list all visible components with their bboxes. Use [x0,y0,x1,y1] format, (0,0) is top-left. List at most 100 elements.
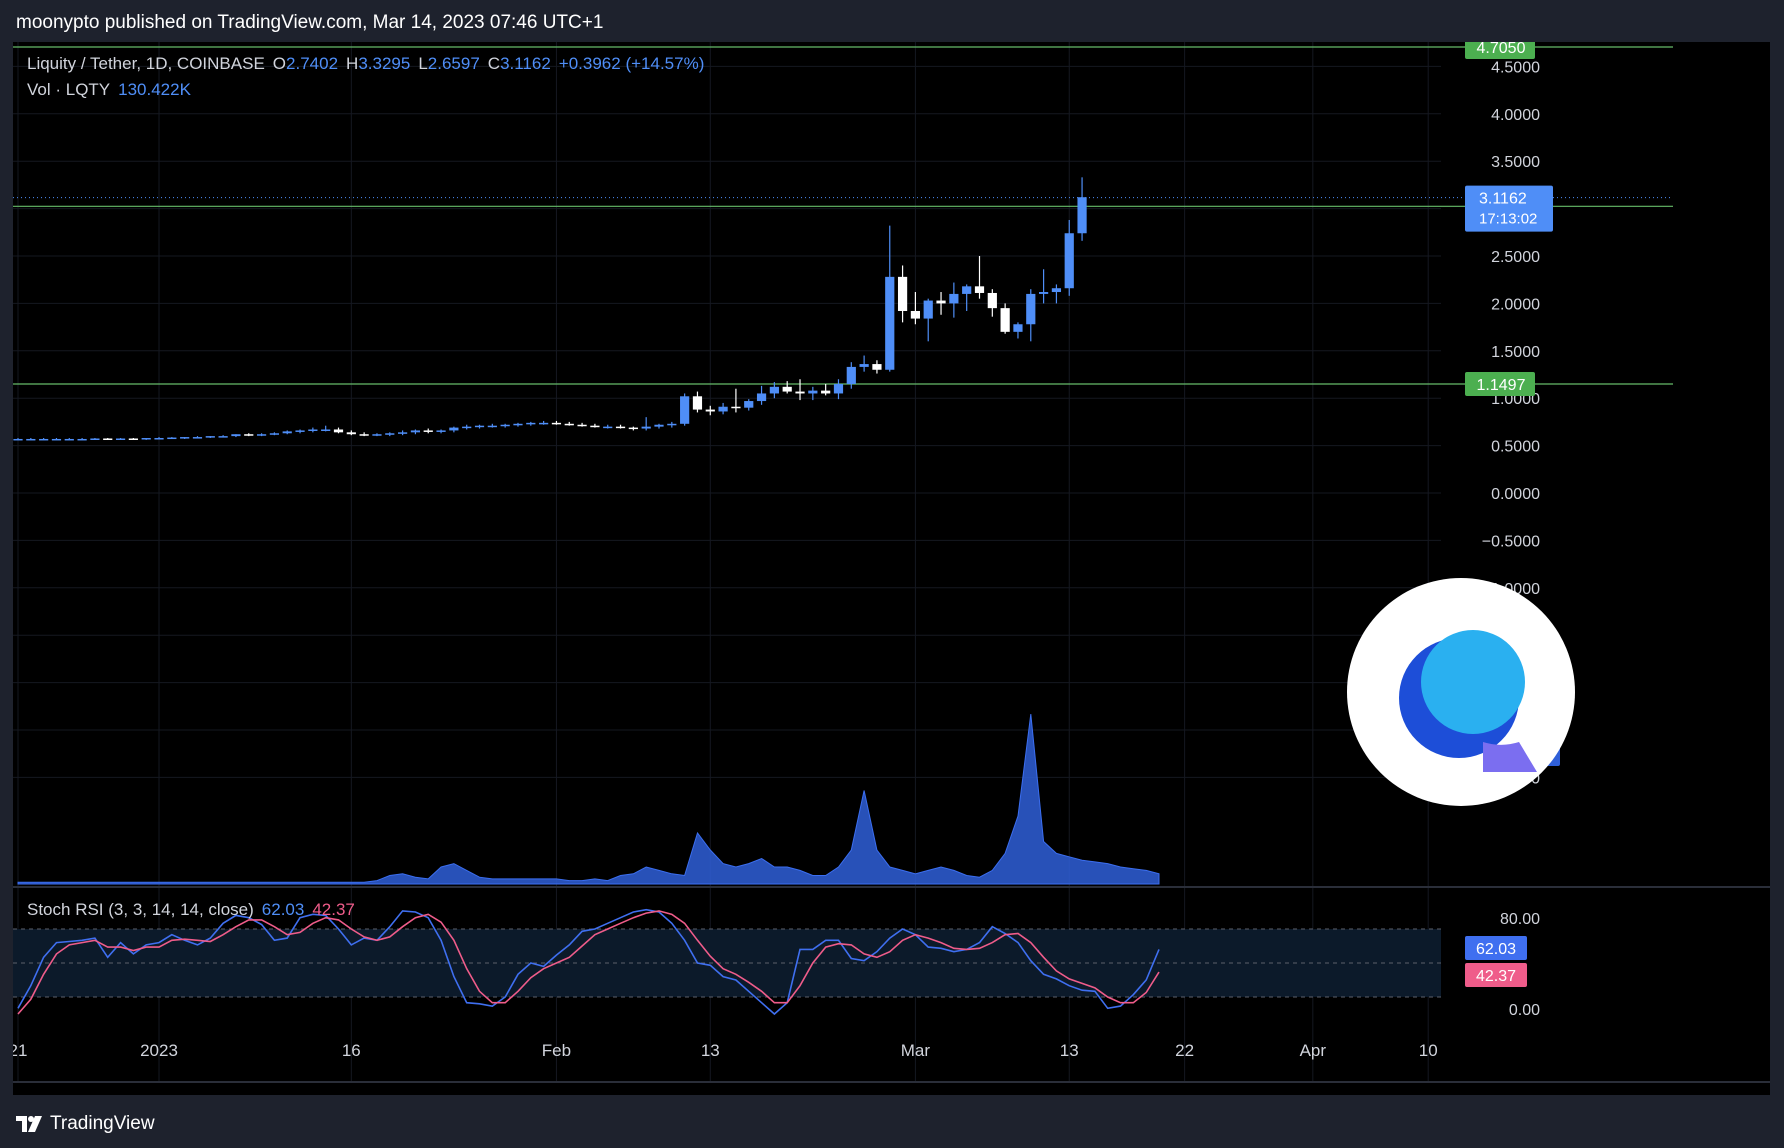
candle [782,386,792,392]
candle [308,429,318,431]
candle [539,422,549,425]
candle [692,396,703,410]
candle [628,427,638,430]
legend-symbol: Liquity / Tether, 1D, COINBASE [27,54,265,73]
stoch-rsi-band [13,928,1441,998]
candle [321,429,331,431]
candle [359,434,369,436]
candle [295,430,305,432]
candle [795,391,805,394]
candle [949,293,959,304]
candle [372,434,382,436]
candle [13,438,23,441]
candle [500,424,510,427]
rsi-tick-label: 80.00 [1500,911,1540,928]
x-tick-label: 16 [342,1041,361,1060]
candle [39,438,49,441]
candle [449,427,459,431]
legend-high: 3.3295 [358,54,411,73]
level-badge [1465,42,1535,59]
liquity-logo-icon [1347,578,1575,806]
rsi-d-value: 42.37 [312,900,355,919]
tradingview-brand-text: TradingView [50,1113,155,1134]
candle [1000,308,1010,332]
candle [577,424,587,427]
legend-high-label: H [346,54,359,73]
candle [962,286,972,294]
candle [1051,288,1062,293]
candle [974,286,985,293]
rsi-k-badge-label: 62.03 [1476,941,1516,958]
candle [756,393,767,402]
rsi-tick-label: 0.00 [1509,1002,1540,1019]
candle [218,436,228,438]
candle [167,437,177,440]
candle [1013,324,1023,332]
candle [769,386,779,394]
candle [180,437,190,439]
last-price-badge [1465,185,1553,232]
candle [680,396,690,424]
candle [244,434,254,436]
candle [526,422,536,425]
candle [154,438,164,440]
legend-open-label: O [272,54,287,73]
chart-area[interactable]: USDT5.00004.50004.00003.50003.00002.5000… [13,42,1770,1095]
candle [987,292,997,309]
volume-area [17,713,1160,885]
candle [885,276,895,370]
candle [910,310,920,319]
candle [90,438,100,440]
last-price-countdown: 17:13:02 [1479,211,1537,228]
candles-layer [13,177,1087,441]
candle [385,433,395,435]
x-tick-label: 10 [1419,1041,1438,1060]
vol-label: Vol · LQTY [27,80,111,99]
x-tick-label: Apr [1300,1041,1327,1060]
rsi-d-badge [1465,963,1527,987]
legend-volume: Vol · LQTY 130.422K [27,80,199,100]
candle [744,401,754,408]
bottom-bar: TradingView [0,1095,1784,1148]
candle [474,425,485,428]
volume-layer [17,713,1160,885]
rsi-k-value: 62.03 [261,900,305,919]
candle [859,364,869,367]
candle [1077,197,1087,234]
rsi-label: Stoch RSI (3, 3, 14, 14, close) [27,900,254,919]
level-badge-label: 1.1497 [1477,377,1526,394]
x-tick-label: 2023 [140,1041,178,1060]
candle [718,406,728,412]
candle [231,434,241,437]
vol-value: 130.422K [118,80,191,99]
candle [462,426,472,429]
y-tick-label: −0.5000 [1482,533,1540,550]
publish-info: moonypto published on TradingView.com, M… [16,12,604,33]
level-badge-label: 4.7050 [1477,42,1526,57]
stoch-rsi-d-line [17,910,1160,1015]
y-tick-label: 3.5000 [1491,154,1540,171]
chart-svg[interactable]: USDT5.00004.50004.00003.50003.00002.5000… [13,42,1770,1095]
tradingview-brand[interactable]: TradingView [16,1113,155,1135]
candle [513,423,523,426]
candle [603,426,613,429]
candle [846,366,856,384]
legend-close: 3.1162 [500,54,551,73]
candle [667,423,677,426]
top-bar: moonypto published on TradingView.com, M… [0,0,1784,42]
stoch-rsi-k-line [17,908,1160,1016]
legend-main: Liquity / Tether, 1D, COINBASE O2.7402 H3.… [27,54,712,74]
grid [13,42,1770,1083]
legend-open: 2.7402 [286,54,339,73]
candle [1064,233,1074,289]
x-tick-label: Feb [542,1041,571,1060]
candle [128,438,138,440]
tradingview-logo-icon [16,1116,42,1132]
candle [423,430,433,432]
y-tick-label: 4.0000 [1491,107,1540,124]
y-tick-label: 2.0000 [1491,296,1540,313]
candle [282,431,292,434]
candle [833,383,844,394]
x-tick-label: 13 [701,1041,720,1060]
candle [410,430,421,433]
